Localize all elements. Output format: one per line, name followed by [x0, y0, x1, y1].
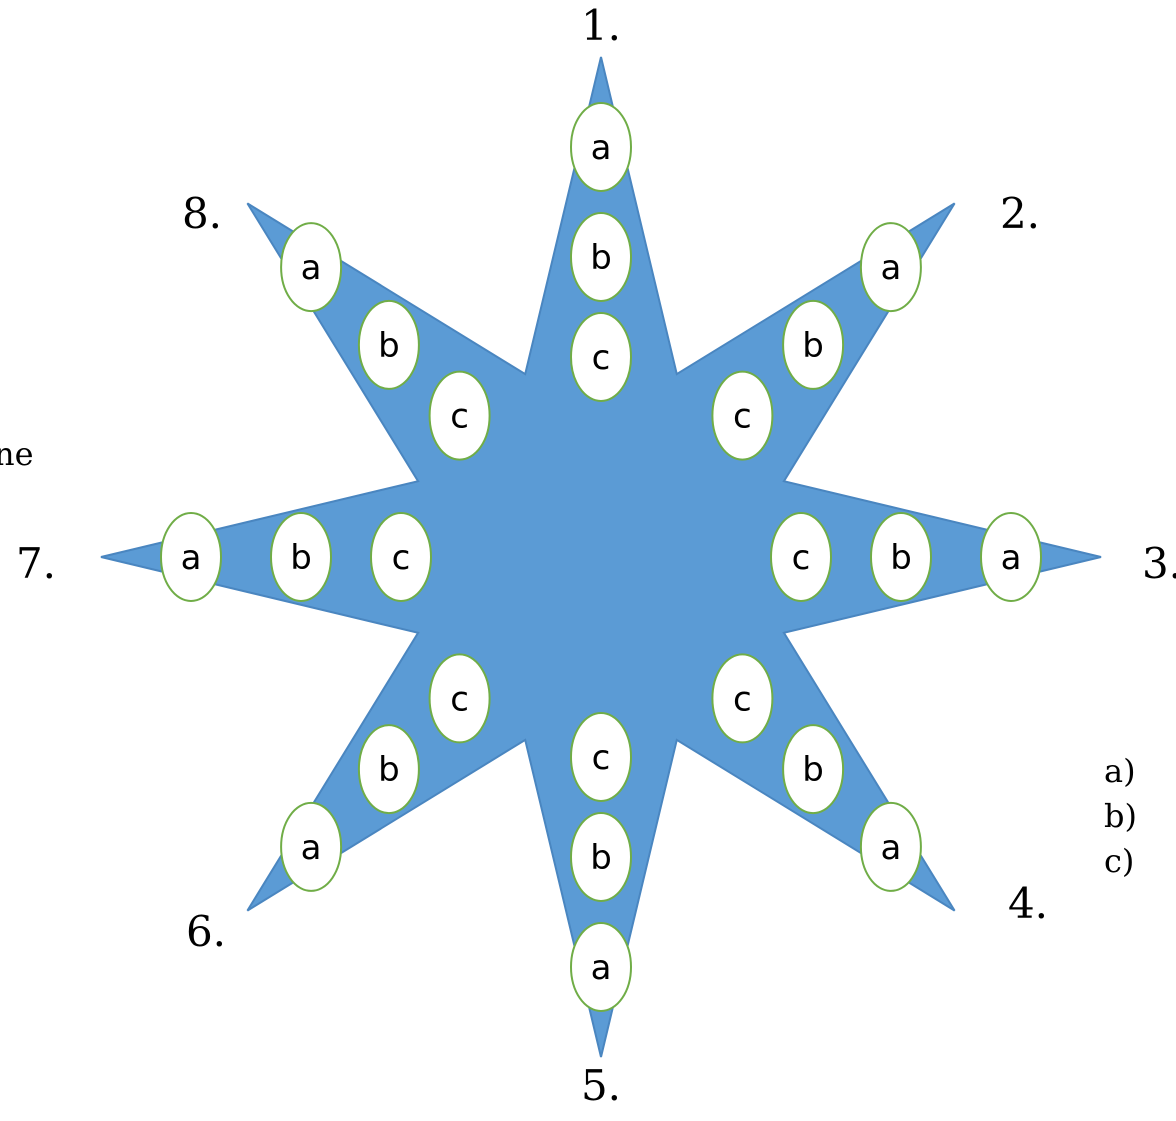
node-circle [570, 102, 632, 192]
ray-6-node-a: a [280, 801, 343, 892]
ray-7-node-c: c [370, 512, 432, 602]
node-letter: c [792, 538, 811, 578]
node-letter: c [592, 338, 611, 378]
node-circle [270, 512, 332, 602]
ray-8-node-b: b [357, 299, 420, 390]
ray-7-node-b: b [270, 512, 332, 602]
eight-point-star [100, 56, 1102, 1058]
ray-1-node-b: b [570, 212, 632, 302]
node-circle [357, 724, 420, 815]
ray-label-7: 7. [16, 539, 56, 588]
node-circle [782, 299, 845, 390]
node-circle [782, 724, 845, 815]
ray-2-node-a: a [859, 222, 922, 313]
node-letter: a [301, 248, 322, 288]
node-letter: b [378, 750, 400, 790]
ray-2-node-b: b [782, 299, 845, 390]
node-letter: a [181, 538, 202, 578]
node-circle [711, 370, 774, 461]
node-letter: c [392, 538, 411, 578]
node-letter: b [802, 750, 824, 790]
right-list-item-b: b) [1104, 797, 1137, 835]
node-circle [370, 512, 432, 602]
node-circle [980, 512, 1042, 602]
ray-6-node-c: c [428, 653, 491, 744]
nodes-layer: a b c a b c a b c a b c a b c a b c a b c a b c [160, 102, 1042, 1012]
ray-2-node-c: c [711, 370, 774, 461]
node-letter: a [301, 828, 322, 868]
node-circle [428, 370, 491, 461]
node-letter: a [591, 128, 612, 168]
right-list-item-c: c) [1104, 842, 1134, 880]
ray-4-node-c: c [711, 653, 774, 744]
node-letter: b [890, 538, 912, 578]
node-letter: a [880, 828, 901, 868]
node-letter: a [880, 248, 901, 288]
node-letter: b [590, 838, 612, 878]
node-letter: b [802, 326, 824, 366]
node-letter: c [733, 397, 752, 437]
ray-8-node-a: a [280, 222, 343, 313]
ray-7-node-a: a [160, 512, 222, 602]
node-circle [770, 512, 832, 602]
node-circle [570, 922, 632, 1012]
node-letter: b [290, 538, 312, 578]
ray-4-node-a: a [859, 801, 922, 892]
left-partial-text: ne [0, 435, 34, 473]
node-circle [870, 512, 932, 602]
node-circle [428, 653, 491, 744]
node-circle [711, 653, 774, 744]
ray-5-node-a: a [570, 922, 632, 1012]
node-letter: c [450, 679, 469, 719]
node-letter: b [378, 326, 400, 366]
ray-labels: 1. 2. 3. 4. 5. 6. 7. 8. [16, 1, 1176, 1110]
ray-1-node-a: a [570, 102, 632, 192]
ray-5-node-c: c [570, 712, 632, 802]
ray-3-node-a: a [980, 512, 1042, 602]
right-list-item-a: a) [1104, 752, 1136, 790]
node-circle [859, 222, 922, 313]
node-letter: c [450, 397, 469, 437]
ray-1-node-c: c [570, 312, 632, 402]
node-circle [570, 212, 632, 302]
node-circle [570, 812, 632, 902]
ray-label-4: 4. [1008, 879, 1048, 928]
node-letter: c [733, 679, 752, 719]
node-circle [357, 299, 420, 390]
ray-6-node-b: b [357, 724, 420, 815]
node-circle [280, 801, 343, 892]
ray-3-node-b: b [870, 512, 932, 602]
node-letter: a [591, 948, 612, 988]
node-circle [160, 512, 222, 602]
ray-label-3: 3. [1142, 539, 1176, 588]
node-circle [859, 801, 922, 892]
ray-3-node-c: c [770, 512, 832, 602]
ray-label-2: 2. [1000, 189, 1040, 238]
ray-label-6: 6. [186, 907, 226, 956]
node-circle [280, 222, 343, 313]
node-letter: c [592, 738, 611, 778]
node-letter: b [590, 238, 612, 278]
node-circle [570, 712, 632, 802]
ray-label-8: 8. [182, 189, 222, 238]
node-letter: a [1001, 538, 1022, 578]
ray-4-node-b: b [782, 724, 845, 815]
ray-8-node-c: c [428, 370, 491, 461]
ray-label-5: 5. [581, 1061, 621, 1110]
ray-5-node-b: b [570, 812, 632, 902]
node-circle [570, 312, 632, 402]
ray-label-1: 1. [581, 1, 621, 50]
